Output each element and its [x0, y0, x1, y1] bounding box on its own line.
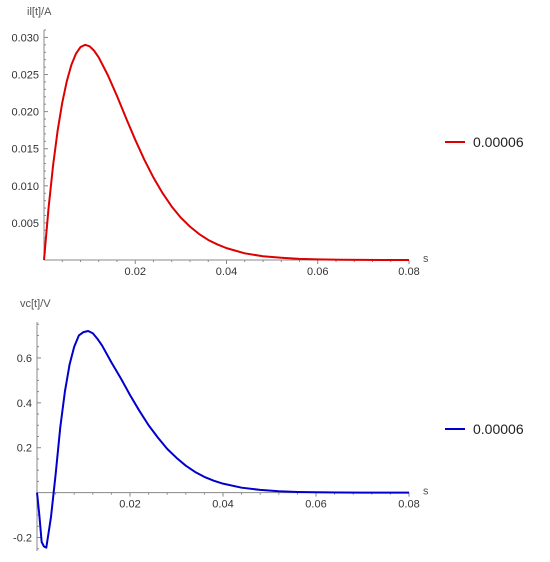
x-tick-label: 0.02 [119, 499, 140, 511]
y-tick-label: -0.2 [13, 533, 32, 545]
series-line [36, 329, 409, 549]
y-tick-label: 0.4 [17, 398, 32, 410]
x-tick-label: 0.06 [307, 266, 328, 278]
y-tick-label: 0.025 [11, 70, 39, 82]
x-tick-label: 0.06 [305, 499, 326, 511]
chart-1: 0.02 0.04 0.06 0.08 0.005 0.010 0.015 0.020 0.02… [11, 6, 523, 278]
y-tick-label: 0.6 [17, 353, 32, 365]
x-tick-label: 0.02 [125, 266, 146, 278]
y-tick-label: 0.020 [11, 107, 39, 119]
legend-label: 0.00006 [473, 134, 524, 150]
series-line [43, 43, 409, 261]
chart-2: 0.02 0.04 0.06 0.08 -0.2 0.2 0.4 0.6 vc[t]/V s 0.0… [13, 298, 524, 551]
y-tick-label: 0.030 [11, 32, 39, 44]
y-axis-label: vc[t]/V [20, 298, 51, 310]
x-tick-label: 0.04 [212, 499, 233, 511]
y-tick-label: 0.2 [17, 443, 32, 455]
y-tick-label: 0.015 [11, 144, 39, 156]
y-tick-label: 0.010 [11, 181, 39, 193]
legend-label: 0.00006 [473, 421, 524, 437]
x-axis-label: s [423, 486, 429, 498]
x-axis-label: s [423, 253, 429, 265]
x-tick-label: 0.08 [398, 499, 419, 511]
y-axis-label: il[t]/A [27, 6, 52, 18]
y-tick-label: 0.005 [11, 218, 39, 230]
x-tick-label: 0.04 [216, 266, 237, 278]
x-tick-label: 0.08 [398, 266, 419, 278]
